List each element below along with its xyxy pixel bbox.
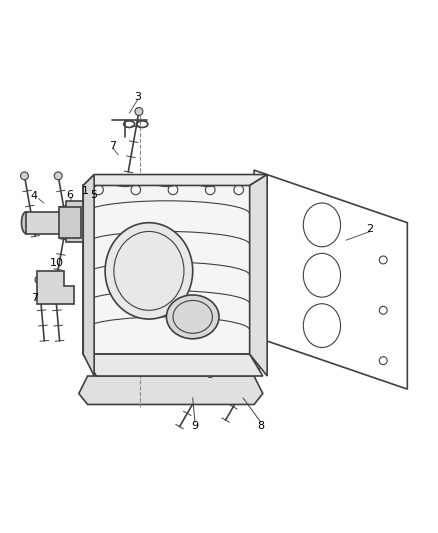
Ellipse shape (21, 172, 28, 180)
Text: 6: 6 (67, 190, 74, 200)
Ellipse shape (105, 223, 193, 319)
Ellipse shape (206, 369, 214, 377)
Polygon shape (37, 271, 74, 304)
Polygon shape (83, 354, 263, 376)
Text: 5: 5 (91, 190, 98, 200)
Polygon shape (254, 170, 407, 389)
Text: 8: 8 (257, 422, 264, 431)
Polygon shape (79, 376, 263, 405)
Ellipse shape (252, 363, 260, 371)
Text: 7: 7 (31, 293, 38, 303)
Text: 1: 1 (82, 185, 89, 196)
Text: 10: 10 (50, 258, 64, 268)
Polygon shape (250, 174, 267, 376)
Ellipse shape (54, 172, 62, 180)
Polygon shape (26, 212, 68, 233)
Polygon shape (83, 174, 267, 185)
Ellipse shape (21, 212, 31, 233)
Polygon shape (83, 174, 94, 376)
Ellipse shape (63, 212, 73, 233)
Ellipse shape (112, 175, 138, 187)
Ellipse shape (50, 276, 58, 284)
Ellipse shape (35, 276, 43, 284)
Polygon shape (66, 201, 83, 243)
Ellipse shape (153, 175, 180, 187)
Polygon shape (59, 207, 81, 238)
Ellipse shape (65, 205, 73, 213)
Polygon shape (83, 185, 250, 354)
Text: 2: 2 (367, 224, 374, 235)
Text: 9: 9 (191, 422, 198, 431)
Text: 4: 4 (31, 191, 38, 201)
Ellipse shape (166, 295, 219, 339)
Text: 7: 7 (110, 141, 117, 151)
Ellipse shape (195, 175, 221, 187)
Text: 3: 3 (134, 92, 141, 102)
Ellipse shape (135, 108, 143, 116)
